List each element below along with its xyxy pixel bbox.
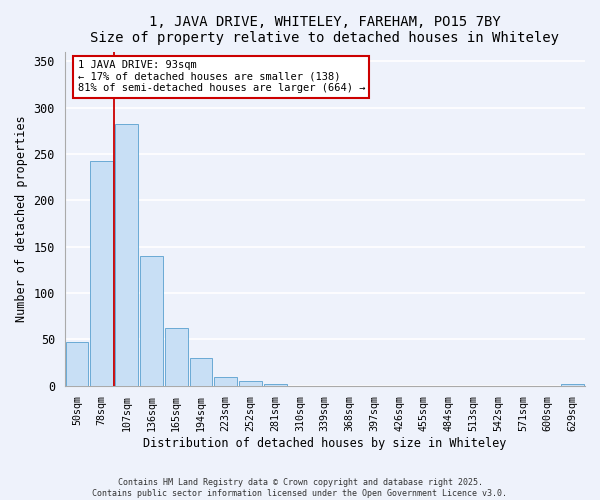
Bar [264, 384, 287, 386]
Bar [140, 256, 163, 386]
Bar [561, 384, 584, 386]
Bar [165, 328, 188, 386]
Bar [190, 358, 212, 386]
Bar [214, 378, 237, 386]
Y-axis label: Number of detached properties: Number of detached properties [15, 116, 28, 322]
Text: 1 JAVA DRIVE: 93sqm
← 17% of detached houses are smaller (138)
81% of semi-detac: 1 JAVA DRIVE: 93sqm ← 17% of detached ho… [77, 60, 365, 94]
Bar [239, 381, 262, 386]
X-axis label: Distribution of detached houses by size in Whiteley: Distribution of detached houses by size … [143, 437, 506, 450]
Title: 1, JAVA DRIVE, WHITELEY, FAREHAM, PO15 7BY
Size of property relative to detached: 1, JAVA DRIVE, WHITELEY, FAREHAM, PO15 7… [91, 15, 559, 45]
Bar [115, 124, 138, 386]
Text: Contains HM Land Registry data © Crown copyright and database right 2025.
Contai: Contains HM Land Registry data © Crown c… [92, 478, 508, 498]
Bar [91, 162, 113, 386]
Bar [65, 342, 88, 386]
